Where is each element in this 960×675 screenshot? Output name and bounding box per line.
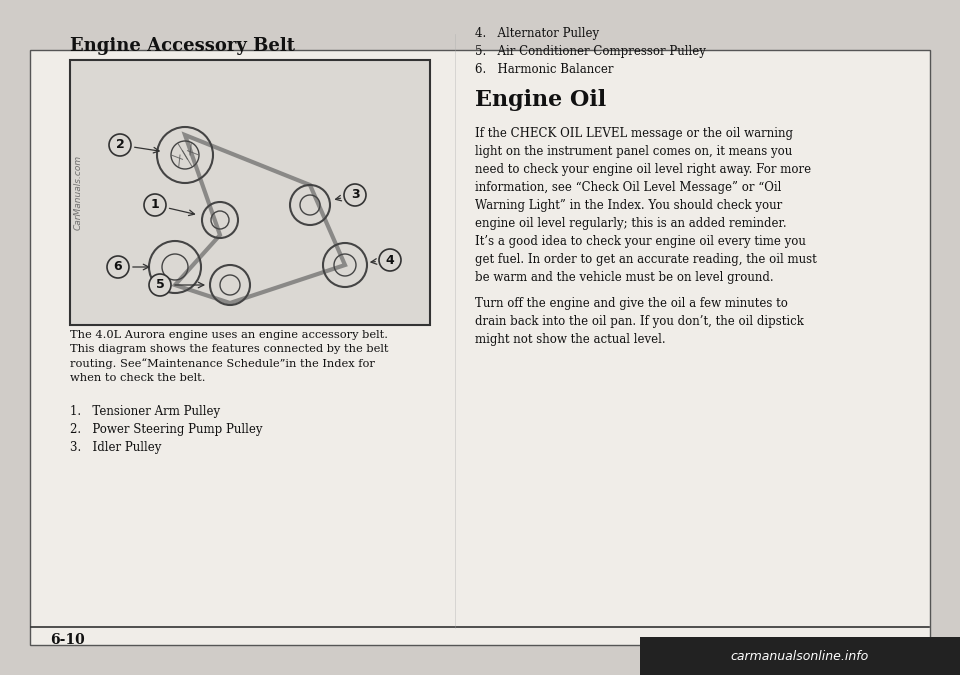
Text: If the CHECK OIL LEVEL message or the oil warning
light on the instrument panel : If the CHECK OIL LEVEL message or the oi… xyxy=(475,127,811,230)
Text: 1: 1 xyxy=(151,198,159,211)
Text: CarManuals.com: CarManuals.com xyxy=(74,155,83,230)
Circle shape xyxy=(379,249,401,271)
Circle shape xyxy=(109,134,131,156)
Text: Engine Oil: Engine Oil xyxy=(475,89,606,111)
FancyBboxPatch shape xyxy=(70,60,430,325)
Text: 6.   Harmonic Balancer: 6. Harmonic Balancer xyxy=(475,63,613,76)
Text: It’s a good idea to check your engine oil every time you
get fuel. In order to g: It’s a good idea to check your engine oi… xyxy=(475,235,817,284)
Text: 5: 5 xyxy=(156,279,164,292)
Text: 3.   Idler Pulley: 3. Idler Pulley xyxy=(70,441,161,454)
Circle shape xyxy=(344,184,366,206)
Text: 4.   Alternator Pulley: 4. Alternator Pulley xyxy=(475,27,599,40)
Text: 1.   Tensioner Arm Pulley: 1. Tensioner Arm Pulley xyxy=(70,405,220,418)
Text: 6-10: 6-10 xyxy=(50,633,84,647)
Circle shape xyxy=(149,274,171,296)
Circle shape xyxy=(107,256,129,278)
Text: 4: 4 xyxy=(386,254,395,267)
Text: 2.   Power Steering Pump Pulley: 2. Power Steering Pump Pulley xyxy=(70,423,262,436)
Text: Turn off the engine and give the oil a few minutes to
drain back into the oil pa: Turn off the engine and give the oil a f… xyxy=(475,297,804,346)
Text: 5.   Air Conditioner Compressor Pulley: 5. Air Conditioner Compressor Pulley xyxy=(475,45,706,58)
FancyBboxPatch shape xyxy=(640,637,960,675)
Text: Engine Accessory Belt: Engine Accessory Belt xyxy=(70,37,295,55)
Text: 3: 3 xyxy=(350,188,359,202)
Text: carmanualsonline.info: carmanualsonline.info xyxy=(731,649,869,662)
Circle shape xyxy=(144,194,166,216)
FancyBboxPatch shape xyxy=(30,50,930,645)
Text: 6: 6 xyxy=(113,261,122,273)
Text: 2: 2 xyxy=(115,138,125,151)
Text: The 4.0L Aurora engine uses an engine accessory belt.
This diagram shows the fea: The 4.0L Aurora engine uses an engine ac… xyxy=(70,330,389,383)
